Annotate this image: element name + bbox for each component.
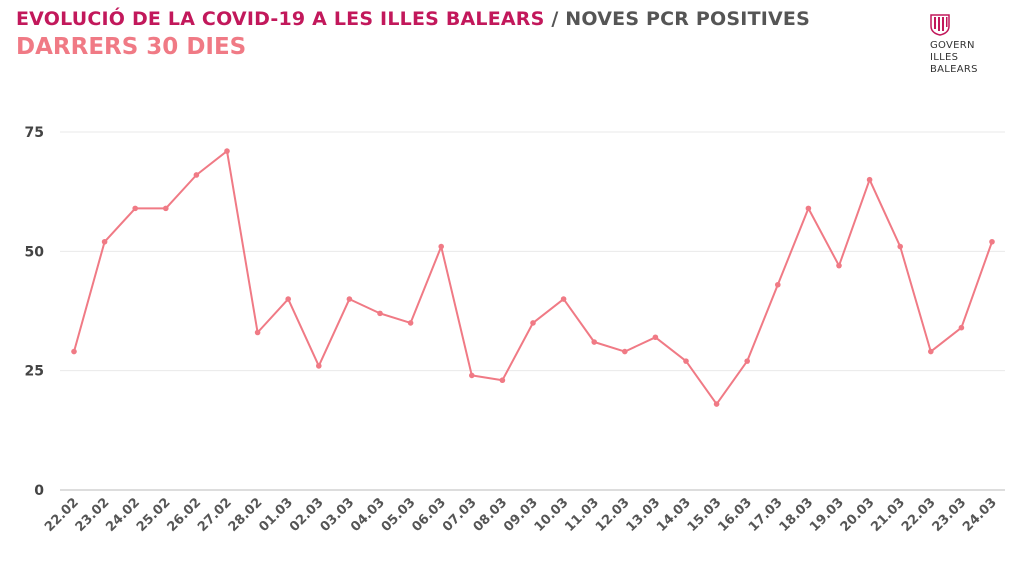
chart-title-separator: / xyxy=(544,8,566,30)
data-point xyxy=(285,296,292,302)
data-point xyxy=(897,243,903,250)
x-tick-label: 16.03 xyxy=(715,495,755,535)
x-tick-label: 24.02 xyxy=(103,495,143,535)
data-point xyxy=(744,358,750,364)
y-tick-label: 50 xyxy=(25,244,45,260)
x-tick-label: 05.03 xyxy=(379,495,419,535)
chart-title: EVOLUCIÓ DE LA COVID-19 A LES ILLES BALE… xyxy=(16,8,810,30)
chart-title-main: EVOLUCIÓ DE LA COVID-19 A LES ILLES BALE… xyxy=(16,8,545,30)
x-tick-label: 08.03 xyxy=(471,495,511,535)
x-tick-label: 01.03 xyxy=(256,495,296,535)
data-point xyxy=(958,324,965,331)
x-tick-label: 25.02 xyxy=(134,495,174,535)
data-point xyxy=(713,401,720,407)
series-line xyxy=(73,150,993,406)
y-tick-label: 25 xyxy=(25,364,44,380)
data-point xyxy=(652,334,659,341)
x-tick-label: 26.02 xyxy=(165,495,205,535)
grid-lines xyxy=(60,131,1005,491)
data-point xyxy=(560,296,567,302)
chart-title-sub: NOVES PCR POSITIVES xyxy=(565,8,810,30)
x-tick-label: 10.03 xyxy=(532,495,572,535)
x-tick-label: 28.02 xyxy=(226,495,266,535)
x-tick-label: 27.02 xyxy=(195,495,235,535)
data-point xyxy=(989,238,995,245)
chart-header: EVOLUCIÓ DE LA COVID-19 A LES ILLES BALE… xyxy=(16,8,810,60)
data-point xyxy=(805,205,812,212)
data-point xyxy=(866,176,873,183)
x-tick-label: 04.03 xyxy=(348,495,388,535)
data-point xyxy=(346,296,353,302)
y-tick-label: 75 xyxy=(25,125,44,141)
x-tick-label: 02.03 xyxy=(287,495,327,535)
y-axis: 0 25 50 75 xyxy=(25,125,45,499)
logo-line-3: BALEARS xyxy=(930,64,978,75)
govern-logo-text: GOVERN ILLES BALEARS xyxy=(930,40,1010,76)
x-axis: 22.0223.0224.0225.0226.0227.0228.0201.03… xyxy=(42,495,1000,535)
x-tick-label: 24.03 xyxy=(960,495,1000,535)
logo-line-2: ILLES xyxy=(930,52,959,63)
x-tick-label: 06.03 xyxy=(409,495,449,535)
data-point xyxy=(71,348,77,355)
x-tick-label: 21.03 xyxy=(868,495,908,535)
data-point xyxy=(377,310,383,317)
data-point xyxy=(836,262,842,269)
x-tick-label: 12.03 xyxy=(593,495,633,535)
data-point xyxy=(316,363,322,369)
x-tick-label: 07.03 xyxy=(440,495,480,535)
data-point xyxy=(683,358,689,364)
data-point xyxy=(438,243,445,250)
data-point xyxy=(499,377,506,384)
x-tick-label: 22.02 xyxy=(42,495,82,535)
x-tick-label: 23.02 xyxy=(73,495,113,535)
x-tick-label: 23.03 xyxy=(930,495,970,535)
chart-subtitle: DARRERS 30 DIES xyxy=(16,34,247,60)
data-point xyxy=(775,281,781,288)
data-point xyxy=(530,320,536,326)
y-tick-label: 0 xyxy=(34,483,44,499)
x-tick-label: 13.03 xyxy=(624,495,664,535)
data-point xyxy=(407,320,414,326)
data-point xyxy=(469,372,475,379)
data-point xyxy=(254,329,261,336)
data-point xyxy=(101,238,108,245)
x-tick-label: 09.03 xyxy=(501,495,541,535)
x-tick-label: 03.03 xyxy=(318,495,358,535)
x-tick-label: 22.03 xyxy=(899,495,939,535)
series xyxy=(71,148,995,407)
govern-logo: GOVERN ILLES BALEARS xyxy=(930,14,1010,76)
data-point xyxy=(132,205,138,212)
data-point xyxy=(193,172,200,178)
x-tick-label: 17.03 xyxy=(746,495,786,535)
data-point xyxy=(622,348,628,355)
x-tick-label: 18.03 xyxy=(777,495,817,535)
x-tick-label: 15.03 xyxy=(685,495,725,535)
data-point xyxy=(224,148,230,154)
x-tick-label: 20.03 xyxy=(838,495,878,535)
x-tick-label: 11.03 xyxy=(562,495,602,535)
data-point xyxy=(163,205,169,212)
data-point xyxy=(928,348,934,355)
x-tick-label: 14.03 xyxy=(654,495,694,535)
logo-line-1: GOVERN xyxy=(930,40,975,51)
data-point xyxy=(591,339,597,345)
x-tick-label: 19.03 xyxy=(807,495,847,535)
govern-shield-icon xyxy=(930,14,950,36)
